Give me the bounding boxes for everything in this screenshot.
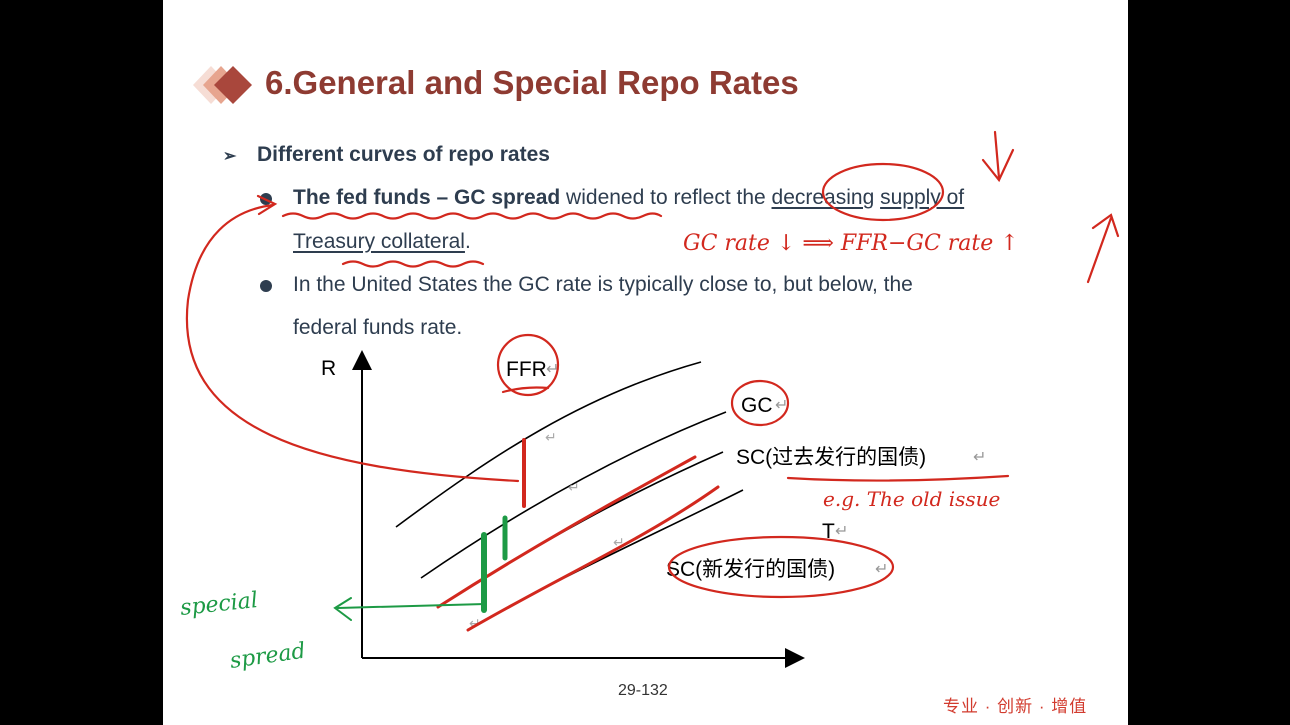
return-mark-icon: ↵ bbox=[613, 534, 625, 550]
slide: 6.General and Special Repo Rates ➢ Differ… bbox=[163, 0, 1128, 725]
sc-old-curve bbox=[437, 451, 724, 608]
return-mark-icon: ↵ bbox=[568, 479, 580, 495]
brand-slogan: 专业 · 创新 · 增值 bbox=[943, 697, 1088, 716]
diamond-logo-icon bbox=[193, 66, 252, 104]
x-axis-label: T bbox=[822, 520, 835, 543]
y-axis-label: R bbox=[321, 357, 336, 380]
sc-old-label: SC(过去发行的国债) bbox=[736, 446, 926, 469]
return-mark-icon: ↵ bbox=[545, 429, 557, 445]
gc-label: GC bbox=[741, 394, 773, 417]
ffr-curve bbox=[395, 361, 702, 528]
ffr-label: FFR bbox=[506, 358, 547, 381]
return-mark-icon: ↵ bbox=[469, 615, 481, 631]
section-heading: ➢ Different curves of repo rates bbox=[223, 143, 550, 167]
return-mark-icon: ↵ bbox=[835, 523, 848, 540]
return-mark-icon: ↵ bbox=[775, 397, 788, 414]
arrow-bullet-icon: ➢ bbox=[223, 148, 237, 165]
page-number: 29-132 bbox=[618, 682, 668, 699]
repo-rate-chart: R T FFR GC SC(过去发行的国债) SC(新发行的国债) ↵ ↵ ↵ … bbox=[321, 350, 986, 668]
heading-label: Different curves of repo rates bbox=[257, 143, 550, 166]
slide-title: 6.General and Special Repo Rates bbox=[265, 64, 799, 101]
return-mark-icon: ↵ bbox=[973, 449, 986, 466]
sc-new-label: SC(新发行的国债) bbox=[666, 558, 835, 581]
return-mark-icon: ↵ bbox=[875, 561, 888, 578]
return-mark-icon: ↵ bbox=[546, 361, 559, 378]
gc-curve bbox=[420, 411, 727, 579]
bullet-1-text: widened to reflect the bbox=[560, 186, 772, 209]
